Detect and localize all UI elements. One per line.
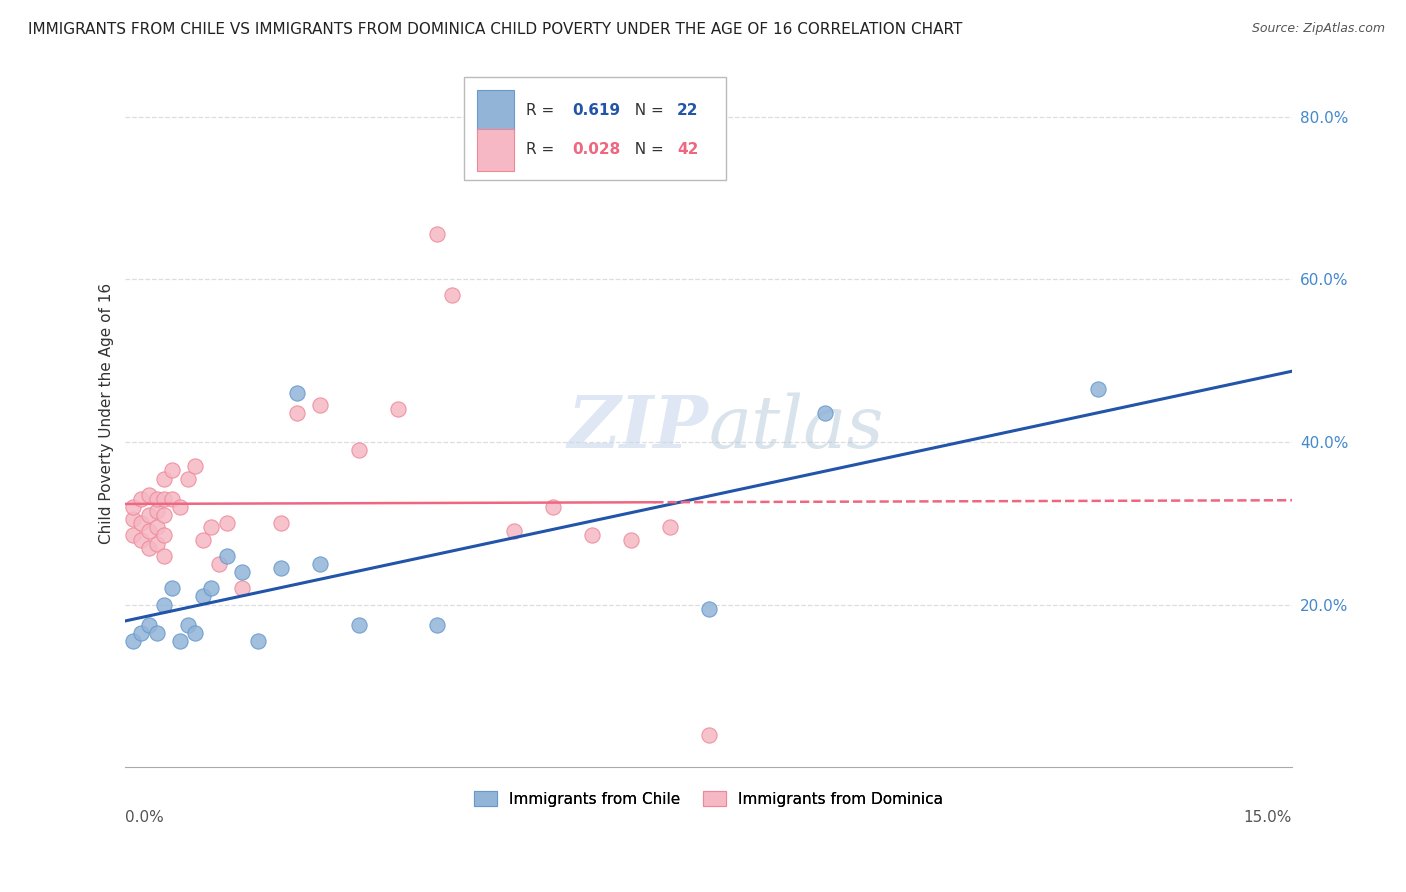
Point <box>138 618 160 632</box>
Point <box>129 516 152 531</box>
Point <box>169 500 191 514</box>
Point <box>285 386 308 401</box>
Point <box>285 406 308 420</box>
Text: R =: R = <box>526 143 558 157</box>
Text: IMMIGRANTS FROM CHILE VS IMMIGRANTS FROM DOMINICA CHILD POVERTY UNDER THE AGE OF: IMMIGRANTS FROM CHILE VS IMMIGRANTS FROM… <box>28 22 963 37</box>
Point <box>215 516 238 531</box>
Point <box>620 533 643 547</box>
Point <box>153 549 176 563</box>
Legend: Immigrants from Chile, Immigrants from Dominica: Immigrants from Chile, Immigrants from D… <box>468 785 949 813</box>
Point <box>184 626 207 640</box>
Y-axis label: Child Poverty Under the Age of 16: Child Poverty Under the Age of 16 <box>100 283 114 544</box>
Point <box>814 406 837 420</box>
Point <box>176 471 198 485</box>
FancyBboxPatch shape <box>464 78 727 180</box>
Point <box>425 618 447 632</box>
Point <box>581 528 603 542</box>
Point <box>425 227 447 242</box>
Point <box>200 520 222 534</box>
Point <box>309 398 332 412</box>
Point <box>200 582 222 596</box>
Point <box>138 508 160 522</box>
Point <box>138 488 160 502</box>
Point <box>122 634 145 648</box>
Point <box>215 549 238 563</box>
Point <box>231 582 253 596</box>
Point <box>208 557 231 571</box>
Point <box>129 491 152 506</box>
Point <box>145 520 167 534</box>
Point <box>231 565 253 579</box>
Point <box>145 504 167 518</box>
Point <box>122 512 145 526</box>
Point <box>387 402 409 417</box>
Point <box>129 626 152 640</box>
Point <box>441 288 464 302</box>
Point <box>193 590 215 604</box>
Point <box>270 516 292 531</box>
FancyBboxPatch shape <box>477 90 515 132</box>
Point <box>138 524 160 539</box>
Text: 22: 22 <box>678 103 699 119</box>
Point <box>153 491 176 506</box>
Point <box>1087 382 1109 396</box>
Point <box>160 491 183 506</box>
Point <box>160 582 183 596</box>
Point <box>153 508 176 522</box>
Point <box>658 520 681 534</box>
Point <box>270 561 292 575</box>
Point <box>153 528 176 542</box>
Point <box>347 443 370 458</box>
Point <box>122 500 145 514</box>
Text: 0.0%: 0.0% <box>125 810 165 825</box>
Point <box>697 728 720 742</box>
Point <box>122 528 145 542</box>
Point <box>503 524 526 539</box>
Point <box>184 459 207 474</box>
Point <box>176 618 198 632</box>
Point <box>160 463 183 477</box>
Point <box>697 601 720 615</box>
Point <box>129 533 152 547</box>
Point <box>193 533 215 547</box>
Point <box>169 634 191 648</box>
Text: 15.0%: 15.0% <box>1244 810 1292 825</box>
Text: 0.028: 0.028 <box>572 143 620 157</box>
Point <box>246 634 269 648</box>
Point <box>145 491 167 506</box>
Point <box>145 536 167 550</box>
Point <box>153 598 176 612</box>
Point <box>153 471 176 485</box>
Point <box>138 541 160 555</box>
Text: 42: 42 <box>678 143 699 157</box>
Point <box>145 626 167 640</box>
Text: N =: N = <box>624 143 668 157</box>
Text: N =: N = <box>624 103 668 119</box>
Point <box>347 618 370 632</box>
Point <box>541 500 564 514</box>
Point <box>309 557 332 571</box>
Text: ZIP: ZIP <box>568 392 709 463</box>
Text: 0.619: 0.619 <box>572 103 620 119</box>
Text: atlas: atlas <box>709 392 884 463</box>
FancyBboxPatch shape <box>477 129 515 170</box>
Text: Source: ZipAtlas.com: Source: ZipAtlas.com <box>1251 22 1385 36</box>
Text: R =: R = <box>526 103 558 119</box>
